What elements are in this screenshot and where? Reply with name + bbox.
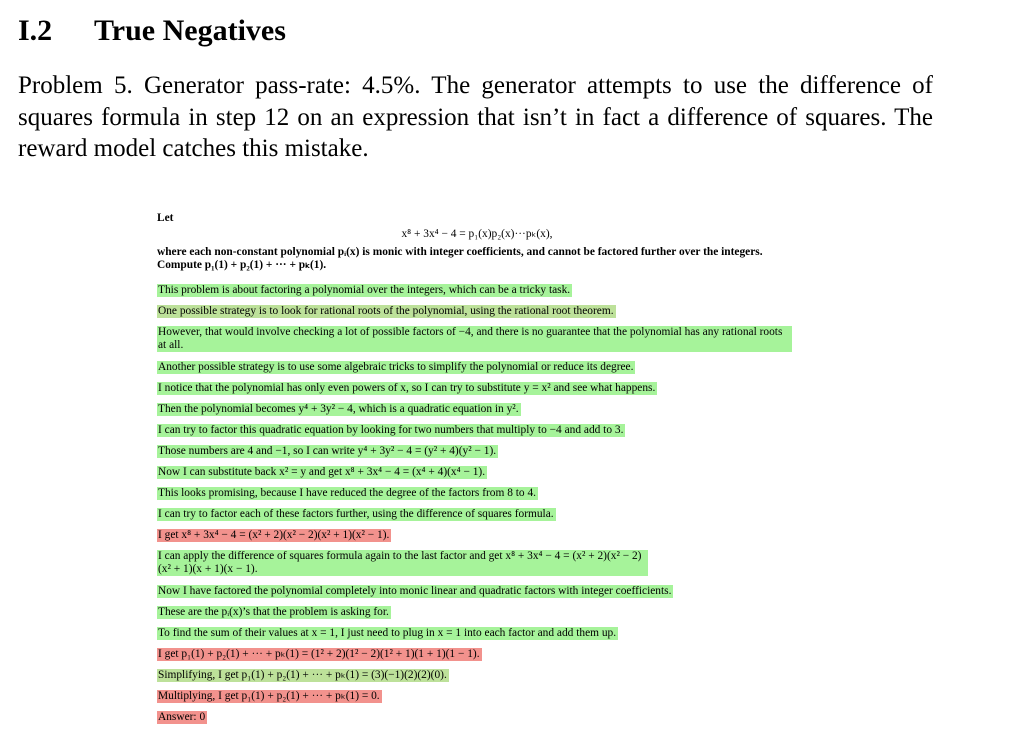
section-number: I.2: [18, 14, 53, 47]
solution-step: I get p₁(1) + p₂(1) + ··· + pₖ(1) = (1² …: [157, 648, 482, 661]
solution-step: Simplifying, I get p₁(1) + p₂(1) + ··· +…: [157, 669, 449, 682]
section-title: True Negatives: [94, 14, 286, 47]
solution-step: I can try to factor each of these factor…: [157, 508, 556, 521]
solution-step: To find the sum of their values at x = 1…: [157, 627, 619, 640]
problem-equation: x⁸ + 3x⁴ − 4 = p₁(x)p₂(x)···pₖ(x),: [401, 228, 553, 240]
intro-paragraph: Problem 5. Generator pass-rate: 4.5%. Th…: [18, 72, 933, 162]
solution-step: This problem is about factoring a polyno…: [157, 284, 573, 297]
solution-step: Another possible strategy is to use some…: [157, 361, 636, 374]
solution-step: Multiplying, I get p₁(1) + p₂(1) + ··· +…: [157, 690, 382, 703]
solution-step: Now I have factored the polynomial compl…: [157, 585, 674, 598]
solution-step: These are the pᵢ(x)’s that the problem i…: [157, 606, 391, 619]
solution-step: Those numbers are 4 and −1, so I can wri…: [157, 445, 499, 458]
solution-step: Answer: 0: [157, 711, 208, 724]
solution-step: I get x⁸ + 3x⁴ − 4 = (x² + 2)(x² − 2)(x²…: [157, 529, 392, 542]
solution-step: I notice that the polynomial has only ev…: [157, 382, 658, 395]
solution-step: I can try to factor this quadratic equat…: [157, 424, 626, 437]
problem-text: where each non-constant polynomial pᵢ(x)…: [157, 246, 763, 271]
solution-step: One possible strategy is to look for rat…: [157, 305, 616, 318]
solution-step: Then the polynomial becomes y⁴ + 3y² − 4…: [157, 403, 521, 416]
problem-let: Let: [157, 212, 174, 224]
solution-step: However, that would involve checking a l…: [157, 326, 792, 352]
solution-step: I can apply the difference of squares fo…: [157, 550, 648, 576]
section-heading: I.2 True Negatives: [18, 14, 286, 48]
problem-statement: Let x⁸ + 3x⁴ − 4 = p₁(x)p₂(x)···pₖ(x), w…: [157, 212, 797, 272]
solution-step: Now I can substitute back x² = y and get…: [157, 466, 488, 479]
solution-step: This looks promising, because I have red…: [157, 487, 538, 500]
